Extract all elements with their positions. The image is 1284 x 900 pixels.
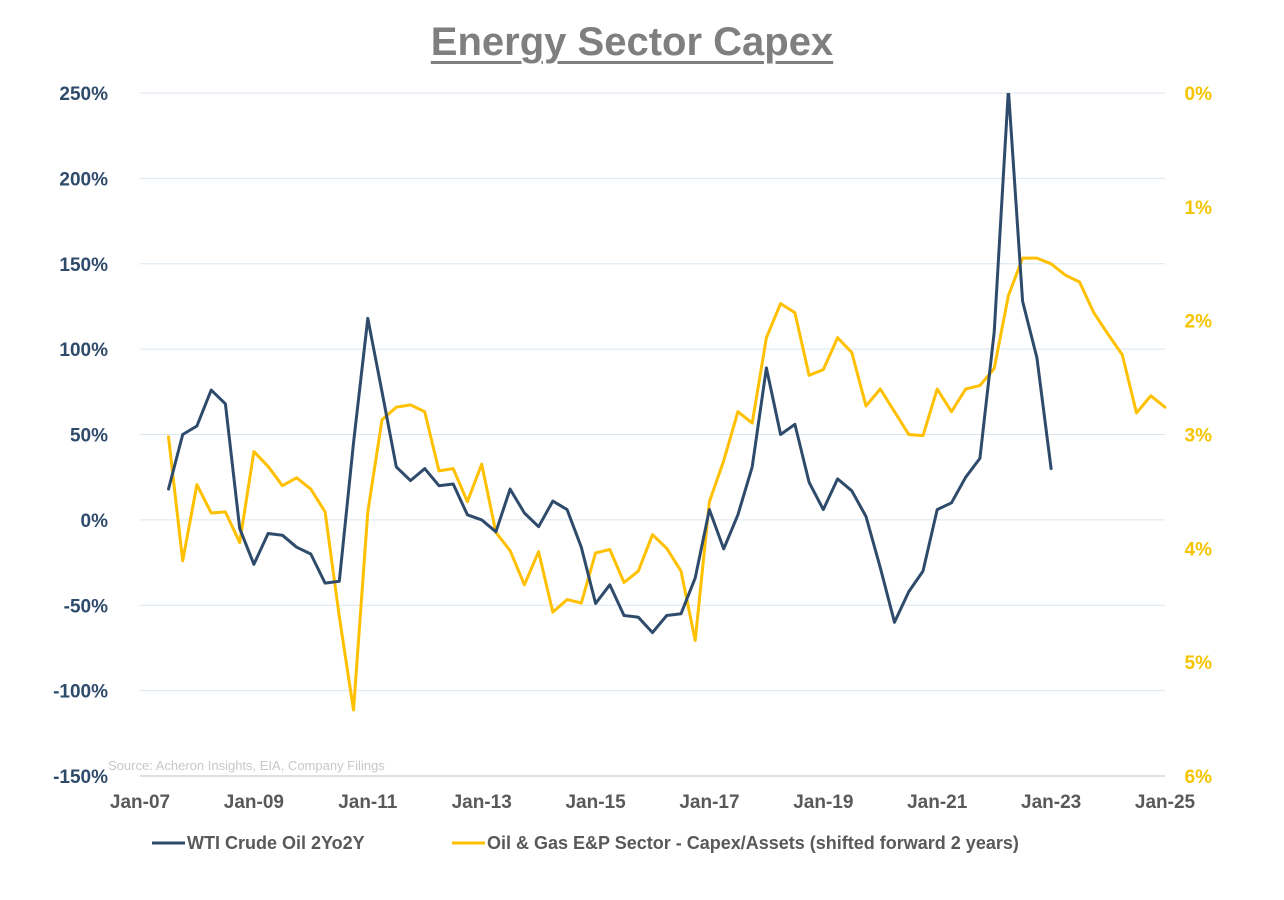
legend: WTI Crude Oil 2Yo2Y Oil & Gas E&P Sector… — [152, 833, 1019, 853]
y-left-tick-label: -50% — [64, 596, 108, 617]
y-right-tick-label: 2% — [1185, 312, 1213, 333]
y-right-tick-label: 5% — [1185, 653, 1213, 674]
x-tick-label: Jan-17 — [679, 792, 739, 813]
chart-title: Energy Sector Capex — [430, 20, 834, 64]
legend-label-wti: WTI Crude Oil 2Yo2Y — [187, 833, 365, 853]
y-right-tick-label: 6% — [1185, 767, 1213, 788]
x-tick-label: Jan-19 — [793, 792, 853, 813]
x-tick-label: Jan-07 — [110, 792, 170, 813]
y-right-tick-label: 0% — [1185, 84, 1213, 105]
y-left-tick-label: 250% — [59, 84, 108, 105]
y-left-tick-label: 0% — [81, 511, 109, 532]
y-left-tick-label: 200% — [59, 169, 108, 190]
x-tick-label: Jan-13 — [452, 792, 512, 813]
legend-label-capex: Oil & Gas E&P Sector - Capex/Assets (shi… — [487, 833, 1019, 853]
y-left-tick-label: -100% — [53, 682, 108, 703]
y-axis-left: 250% 200% 150% 100% 50% 0% -50% -100% -150% — [53, 84, 108, 788]
source-note: Source: Acheron Insights, EIA, Company F… — [108, 758, 385, 773]
y-axis-right: 0% 1% 2% 3% 4% 5% 6% — [1185, 84, 1213, 788]
x-tick-label: Jan-11 — [338, 792, 398, 813]
series-lines — [167, 93, 1167, 712]
series-line-capex — [167, 256, 1167, 712]
x-tick-label: Jan-25 — [1135, 792, 1196, 813]
x-tick-label: Jan-23 — [1021, 792, 1081, 813]
y-left-tick-label: 100% — [59, 340, 108, 361]
x-tick-label: Jan-21 — [907, 792, 968, 813]
y-right-tick-label: 3% — [1185, 426, 1213, 447]
y-left-tick-label: 150% — [59, 255, 108, 276]
y-right-tick-label: 4% — [1185, 539, 1213, 560]
gridlines — [140, 92, 1165, 692]
series-line-wti — [167, 93, 1053, 635]
y-left-tick-label: 50% — [70, 426, 108, 447]
y-left-tick-label: -150% — [53, 767, 108, 788]
x-axis: Jan-07 Jan-09 Jan-11 Jan-13 Jan-15 Jan-17 Jan-… — [110, 775, 1196, 813]
x-tick-label: Jan-15 — [565, 792, 626, 813]
y-right-tick-label: 1% — [1185, 198, 1213, 219]
x-tick-label: Jan-09 — [224, 792, 284, 813]
